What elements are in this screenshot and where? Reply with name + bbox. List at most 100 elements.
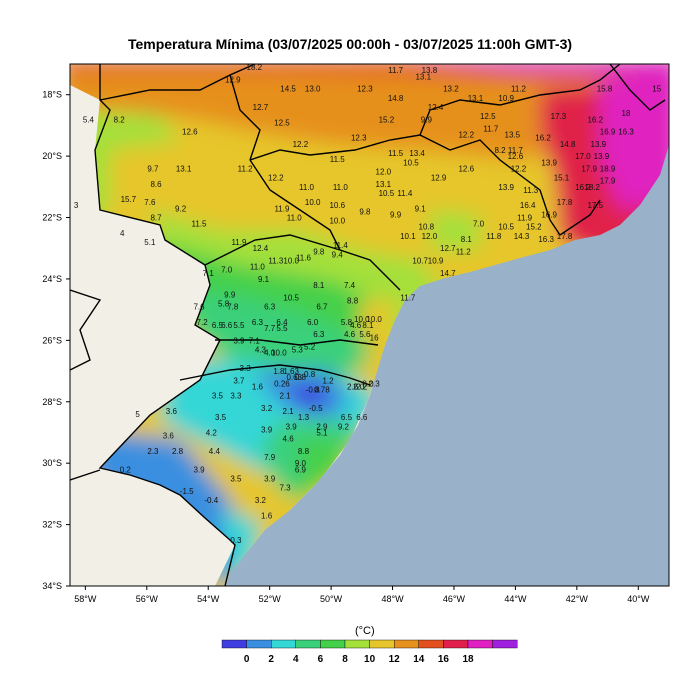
colorbar-swatch bbox=[418, 639, 444, 649]
station-value: 13.1 bbox=[468, 94, 484, 103]
station-value: 9.1 bbox=[415, 204, 427, 213]
station-value: 10.0 bbox=[283, 257, 299, 266]
colorbar-label: 16 bbox=[438, 654, 450, 665]
lon-tick-label: 54°W bbox=[197, 594, 220, 604]
station-value: 16.4 bbox=[520, 201, 536, 210]
station-value: 4.2 bbox=[206, 428, 218, 437]
station-value: 13.9 bbox=[594, 152, 610, 161]
lat-tick-label: 24°S bbox=[42, 274, 62, 284]
station-value: 5.4 bbox=[83, 115, 95, 124]
lat-tick-label: 26°S bbox=[42, 335, 62, 345]
station-value: 11.6 bbox=[296, 253, 312, 262]
station-value: 4.4 bbox=[209, 447, 221, 456]
station-value: 14.8 bbox=[388, 94, 404, 103]
station-value: 11.7 bbox=[388, 66, 404, 75]
station-values: 18.2 11.7 13.8 12.9 13.1 14.5 13.0 12.3 13.2 11.2… bbox=[74, 63, 662, 545]
station-value: 12.2 bbox=[293, 140, 309, 149]
colorbar-swatch bbox=[394, 639, 420, 649]
station-value: 6.7 bbox=[316, 303, 328, 312]
station-value: 9.2 bbox=[175, 204, 187, 213]
latitude-axis: 18°S 20°S 22°S 24°S 26°S 28°S 30°S 32°S 34°S bbox=[42, 90, 70, 591]
colorbar-swatch bbox=[443, 639, 469, 649]
station-value: 9.8 bbox=[359, 207, 371, 216]
station-value: 12.0 bbox=[422, 232, 438, 241]
station-value: 0.26 bbox=[274, 379, 290, 388]
station-value: 0.2 bbox=[120, 465, 132, 474]
colorbar-label: 2 bbox=[268, 654, 274, 665]
station-value: 8.2 bbox=[114, 115, 126, 124]
station-value: 1.63 bbox=[283, 367, 299, 376]
station-value: 11.2 bbox=[238, 164, 254, 173]
station-value: 0.78 bbox=[314, 385, 330, 394]
station-value: 11.3 bbox=[523, 186, 539, 195]
station-value: 5.1 bbox=[316, 428, 328, 437]
station-value: 13.5 bbox=[505, 131, 521, 140]
colorbar-label: 10 bbox=[364, 654, 376, 665]
colorbar-label: 4 bbox=[293, 654, 299, 665]
station-value: 8.2 bbox=[494, 146, 506, 155]
station-value: 8.8 bbox=[298, 447, 310, 456]
station-value: 11.0 bbox=[299, 183, 315, 192]
station-value: 7.2 bbox=[197, 318, 209, 327]
station-value: 12.7 bbox=[253, 103, 269, 112]
station-value: 7.8 bbox=[227, 303, 239, 312]
station-value: 11.0 bbox=[333, 183, 349, 192]
station-value: 11.7 bbox=[400, 293, 416, 302]
station-value: 11.5 bbox=[388, 149, 404, 158]
station-value: 18.9 bbox=[600, 164, 616, 173]
station-value: 1.8 bbox=[273, 367, 285, 376]
station-value: 5.5 bbox=[233, 321, 245, 330]
lat-tick-label: 18°S bbox=[42, 90, 62, 100]
station-value: 12.2 bbox=[511, 164, 527, 173]
station-value: 9.0 bbox=[295, 459, 307, 468]
station-value: 13.1 bbox=[376, 180, 392, 189]
station-value: 8.1 bbox=[461, 235, 473, 244]
colorbar-label: 8 bbox=[342, 654, 348, 665]
station-value: 6.3 bbox=[252, 318, 264, 327]
station-value: 2.9 bbox=[316, 422, 328, 431]
station-value: 13.9 bbox=[541, 158, 557, 167]
station-value: 18.2 bbox=[584, 183, 600, 192]
lon-tick-label: 52°W bbox=[259, 594, 282, 604]
station-value: 16 bbox=[370, 333, 379, 342]
station-value: 11.2 bbox=[456, 247, 472, 256]
station-value: 12.3 bbox=[357, 85, 373, 94]
station-value: 2.6 bbox=[347, 382, 359, 391]
colorbar-label: 14 bbox=[413, 654, 425, 665]
lon-tick-label: 56°W bbox=[136, 594, 159, 604]
station-value: 17.0 bbox=[575, 152, 591, 161]
station-value: 10.0 bbox=[305, 198, 321, 207]
station-value: 3.2 bbox=[261, 404, 273, 413]
station-value: 17.3 bbox=[551, 112, 567, 121]
longitude-axis: 58°W 56°W 54°W 52°W 50°W 48°W 46°W 44°W 42°W 40°W bbox=[74, 586, 650, 604]
station-value: 12.7 bbox=[440, 244, 456, 253]
station-value: 9.2 bbox=[338, 422, 350, 431]
station-value: 7.6 bbox=[144, 198, 156, 207]
station-value: 17.5 bbox=[587, 201, 603, 210]
station-value: 7.3 bbox=[279, 484, 291, 493]
station-value: 3.5 bbox=[215, 413, 227, 422]
station-value: 10.9 bbox=[428, 257, 444, 266]
station-value: 12.3 bbox=[351, 134, 367, 143]
station-value: 8.7 bbox=[150, 214, 162, 223]
station-value: 10.5 bbox=[379, 189, 395, 198]
station-value: 12.6 bbox=[182, 128, 198, 137]
station-value: 10.8 bbox=[419, 223, 435, 232]
station-value: 6.5 bbox=[212, 321, 224, 330]
station-value: 12.4 bbox=[253, 244, 269, 253]
station-value: 9.9 bbox=[224, 290, 236, 299]
colorbar-swatch bbox=[246, 639, 272, 649]
station-value: 10.0 bbox=[366, 315, 382, 324]
station-value: 6.6 bbox=[356, 413, 368, 422]
station-value: 3.7 bbox=[233, 376, 245, 385]
station-value: 10.0 bbox=[329, 217, 345, 226]
colorbar-swatch bbox=[295, 639, 321, 649]
station-value: 7.1 bbox=[249, 336, 261, 345]
station-value: 13.0 bbox=[305, 85, 321, 94]
station-value: 9.9 bbox=[421, 115, 433, 124]
station-value: -0.5 bbox=[309, 404, 323, 413]
station-value: 12.2 bbox=[268, 174, 284, 183]
lat-tick-label: 22°S bbox=[42, 213, 62, 223]
station-value: 3.5 bbox=[212, 392, 224, 401]
station-value: 8.8 bbox=[347, 296, 359, 305]
